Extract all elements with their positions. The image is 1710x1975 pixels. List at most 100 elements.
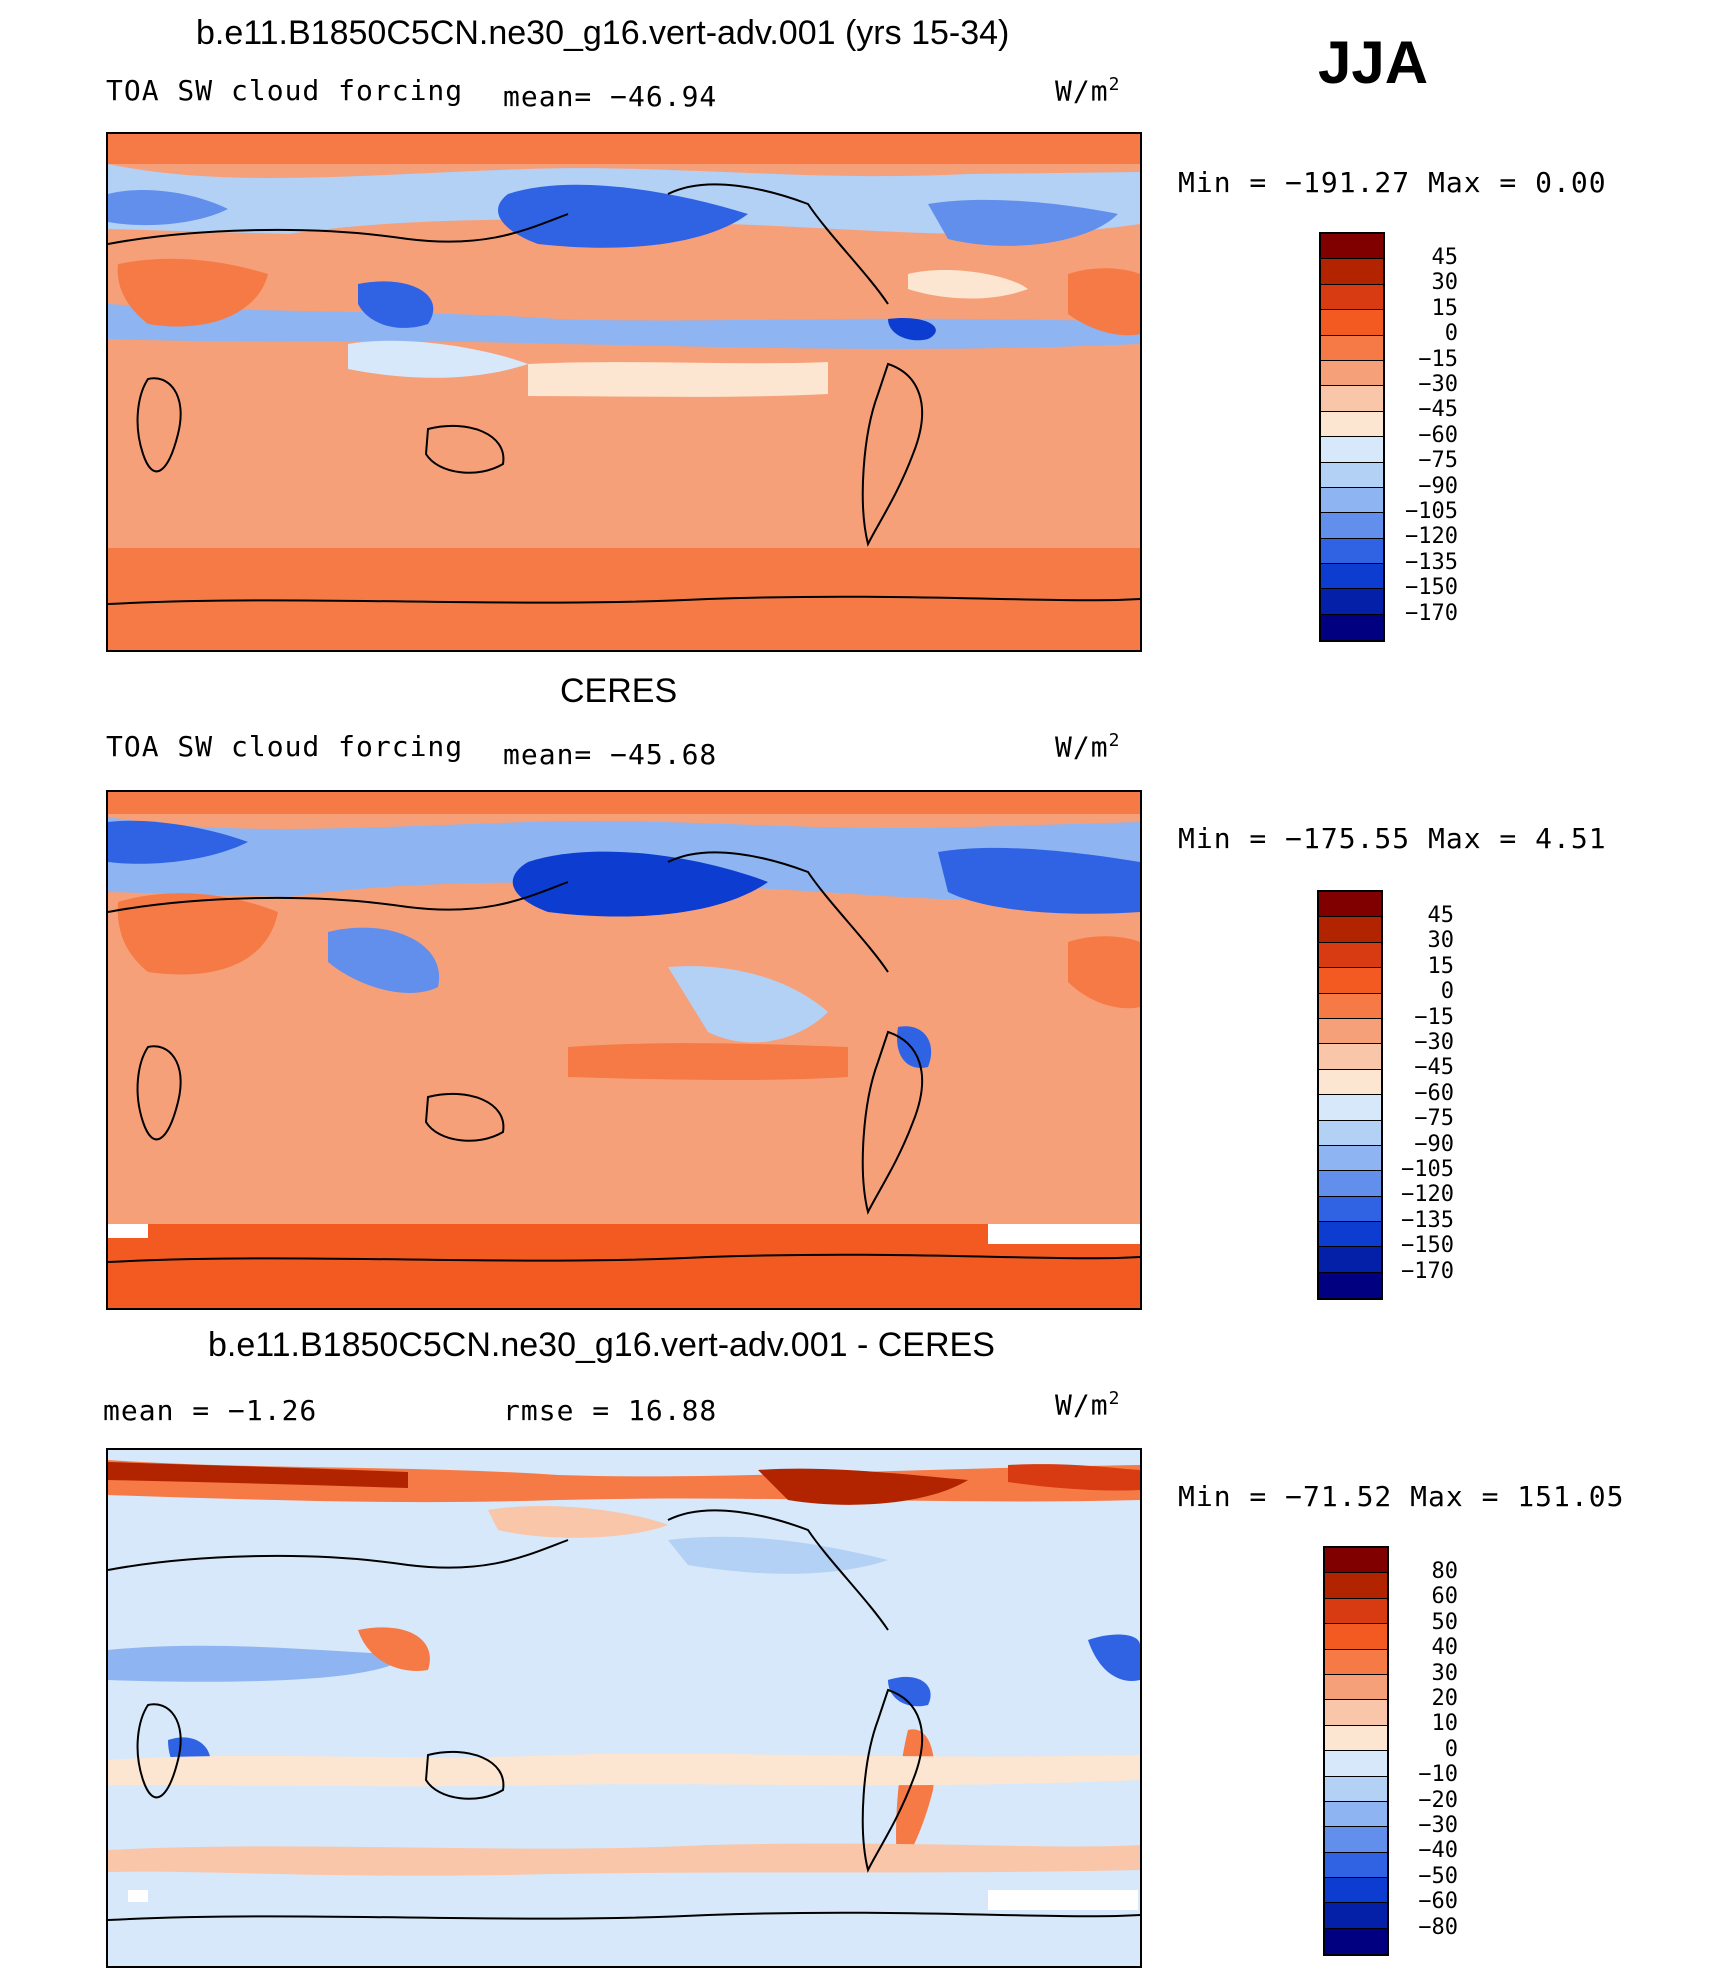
panel-2-minmax: Min = −175.55 Max = 4.51 xyxy=(1178,822,1607,855)
units-base: W/m xyxy=(1055,730,1109,764)
colorbar-cell xyxy=(1325,1649,1387,1675)
panel-2-map-plot xyxy=(108,792,1140,1308)
colorbar-label: −60 xyxy=(1418,1889,1458,1915)
panel-3-units: W/m2 xyxy=(1055,1388,1120,1421)
panel-2-units: W/m2 xyxy=(1055,730,1120,763)
colorbar-label: 15 xyxy=(1431,295,1459,321)
colorbar-cell xyxy=(1321,360,1383,387)
panel-3-colorbar xyxy=(1323,1546,1389,1957)
colorbar-cell xyxy=(1325,1801,1387,1828)
colorbar-cell xyxy=(1325,1548,1387,1574)
units-exponent: 2 xyxy=(1108,1388,1121,1409)
colorbar-cell xyxy=(1321,564,1383,590)
season-label: JJA xyxy=(1318,29,1429,96)
panel-2-mean: mean= −45.68 xyxy=(503,738,718,771)
colorbar-label: −30 xyxy=(1414,1030,1454,1055)
colorbar-label: −45 xyxy=(1418,397,1458,423)
panel-2-colorbar xyxy=(1317,890,1383,1301)
colorbar-cell xyxy=(1319,1196,1381,1223)
colorbar-cell xyxy=(1319,917,1381,943)
colorbar-cell xyxy=(1319,1044,1381,1070)
colorbar-label: −60 xyxy=(1414,1080,1454,1106)
colorbar-cell xyxy=(1321,462,1383,488)
panel-2-map xyxy=(106,790,1142,1310)
units-base: W/m xyxy=(1055,74,1109,108)
colorbar-label: 45 xyxy=(1431,245,1459,270)
panel-3-rmse: rmse = 16.88 xyxy=(503,1394,718,1427)
colorbar-cell xyxy=(1321,538,1383,565)
colorbar-cell xyxy=(1321,386,1383,412)
colorbar-label: 45 xyxy=(1427,903,1455,928)
panel-3-map xyxy=(106,1448,1142,1968)
colorbar-label: −90 xyxy=(1414,1131,1454,1157)
colorbar-label: 0 xyxy=(1440,979,1454,1005)
colorbar-cell xyxy=(1319,1171,1381,1197)
colorbar-cell xyxy=(1319,993,1381,1019)
colorbar-label: −120 xyxy=(1405,524,1458,550)
panel-1-colorbar xyxy=(1319,232,1385,643)
colorbar-cell xyxy=(1319,1120,1381,1146)
colorbar-cell xyxy=(1321,310,1383,336)
colorbar-label: 30 xyxy=(1427,928,1455,954)
colorbar-label: −120 xyxy=(1401,1182,1454,1208)
colorbar-label: −90 xyxy=(1418,473,1458,499)
colorbar-cell xyxy=(1325,1852,1387,1879)
colorbar-cell xyxy=(1325,1751,1387,1777)
colorbar-label: 60 xyxy=(1431,1584,1459,1610)
units-exponent: 2 xyxy=(1108,730,1121,751)
colorbar-cell xyxy=(1321,259,1383,285)
colorbar-label: −135 xyxy=(1401,1207,1454,1233)
colorbar-cell xyxy=(1321,335,1383,361)
colorbar-cell xyxy=(1319,1069,1381,1096)
colorbar-label: −170 xyxy=(1401,1258,1454,1284)
colorbar-cell xyxy=(1325,1598,1387,1625)
colorbar-cell xyxy=(1319,1272,1381,1299)
colorbar-cell xyxy=(1325,1725,1387,1752)
colorbar-label: −30 xyxy=(1418,372,1458,397)
colorbar-cell xyxy=(1325,1903,1387,1929)
panel-2-variable: TOA SW cloud forcing xyxy=(106,730,464,763)
colorbar-label: 0 xyxy=(1444,321,1458,347)
colorbar-label: −15 xyxy=(1418,346,1458,372)
colorbar-label: −150 xyxy=(1405,575,1458,601)
colorbar-cell xyxy=(1325,1573,1387,1599)
colorbar-cell xyxy=(1321,411,1383,438)
colorbar-cell xyxy=(1321,589,1383,615)
colorbar-cell xyxy=(1325,1878,1387,1904)
colorbar-label: −105 xyxy=(1405,499,1458,524)
colorbar-label: 10 xyxy=(1431,1711,1459,1737)
colorbar-label: −150 xyxy=(1401,1233,1454,1259)
colorbar-label: 80 xyxy=(1431,1559,1459,1584)
colorbar-label: −20 xyxy=(1418,1787,1458,1813)
panel-1-map xyxy=(106,132,1142,652)
panel-1-minmax: Min = −191.27 Max = 0.00 xyxy=(1178,166,1607,199)
colorbar-cell xyxy=(1321,437,1383,463)
panel-2-title: CERES xyxy=(560,672,678,710)
panel-1-map-plot xyxy=(108,134,1140,650)
colorbar-cell xyxy=(1319,1247,1381,1273)
colorbar-label: −75 xyxy=(1418,448,1458,474)
colorbar-cell xyxy=(1319,892,1381,918)
panel-1-variable: TOA SW cloud forcing xyxy=(106,74,464,107)
colorbar-cell xyxy=(1325,1776,1387,1802)
colorbar-cell xyxy=(1321,513,1383,539)
colorbar-cell xyxy=(1319,942,1381,969)
units-exponent: 2 xyxy=(1108,74,1121,95)
colorbar-cell xyxy=(1319,1095,1381,1121)
colorbar-label: 50 xyxy=(1431,1609,1459,1635)
colorbar-label: 40 xyxy=(1431,1635,1459,1661)
colorbar-cell xyxy=(1325,1700,1387,1726)
colorbar-cell xyxy=(1321,487,1383,514)
panel-3-mean: mean = −1.26 xyxy=(103,1394,318,1427)
colorbar-label: −80 xyxy=(1418,1914,1458,1940)
colorbar-label: −75 xyxy=(1414,1106,1454,1132)
colorbar-label: 30 xyxy=(1431,270,1459,296)
colorbar-label: −135 xyxy=(1405,549,1458,575)
colorbar-cell xyxy=(1319,968,1381,994)
colorbar-label: −40 xyxy=(1418,1838,1458,1864)
colorbar-label: −10 xyxy=(1418,1762,1458,1788)
colorbar-cell xyxy=(1321,284,1383,311)
units-base: W/m xyxy=(1055,1388,1109,1422)
colorbar-label: −50 xyxy=(1418,1863,1458,1889)
panel-3-title: b.e11.B1850C5CN.ne30_g16.vert-adv.001 - … xyxy=(208,1326,995,1364)
